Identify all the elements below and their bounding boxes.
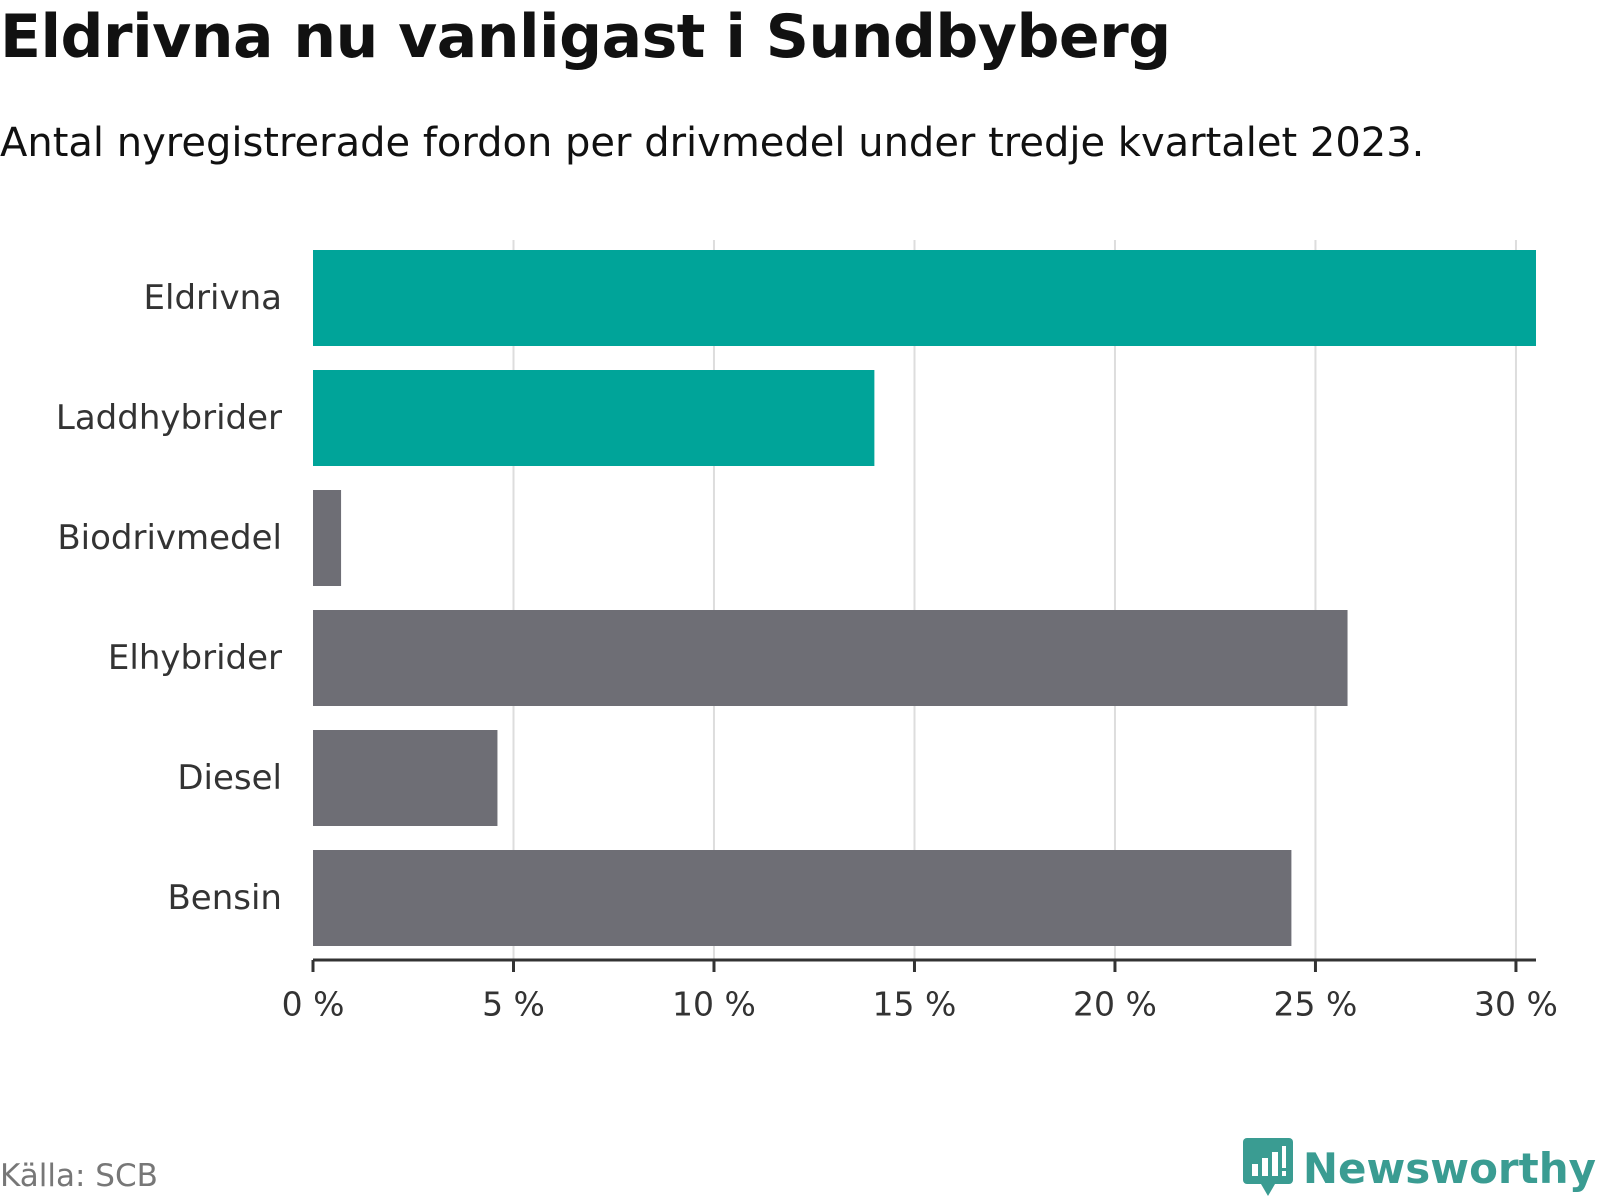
- x-axis: 0 % 5 % 10 % 15 % 20 % 25 % 30 %: [282, 958, 1558, 1024]
- x-tick-label: 15 %: [873, 985, 957, 1024]
- brand-logo: Newsworthy: [1242, 1138, 1596, 1198]
- bar-bensin: [313, 850, 1292, 946]
- category-label: Biodrivmedel: [57, 518, 282, 558]
- x-tick-label: 10 %: [672, 985, 756, 1024]
- gridlines: [512, 240, 1517, 960]
- category-label: Laddhybrider: [56, 398, 282, 438]
- newsworthy-logo-icon: [1242, 1138, 1293, 1196]
- category-label: Bensin: [167, 878, 282, 918]
- category-label: Eldrivna: [144, 278, 282, 318]
- bars: [313, 250, 1536, 946]
- category-label: Elhybrider: [108, 638, 282, 678]
- bar-elhybrider: [313, 610, 1348, 706]
- x-tick-label: 20 %: [1073, 985, 1157, 1024]
- source-note: Källa: SCB: [0, 1158, 158, 1194]
- bar-eldrivna: [313, 250, 1536, 346]
- x-tick-label: 5 %: [482, 985, 545, 1024]
- bar-diesel: [313, 730, 498, 826]
- x-tick-label: 25 %: [1274, 985, 1358, 1024]
- bar-laddhybrider: [313, 370, 875, 466]
- bar-biodrivmedel: [313, 490, 342, 586]
- brand-name: Newsworthy: [1302, 1143, 1596, 1193]
- x-tick-label: 0 %: [282, 985, 345, 1024]
- category-label: Diesel: [177, 758, 282, 798]
- category-labels: Eldrivna Laddhybrider Biodrivmedel Elhybrid…: [56, 278, 282, 918]
- chart-subtitle: Antal nyregistrerade fordon per drivmede…: [0, 120, 1425, 166]
- chart-title: Eldrivna nu vanligast i Sundbyberg: [0, 2, 1171, 72]
- x-tick-label: 30 %: [1474, 985, 1558, 1024]
- bar-chart: Eldrivna Laddhybrider Biodrivmedel Elhybrid…: [56, 240, 1558, 1024]
